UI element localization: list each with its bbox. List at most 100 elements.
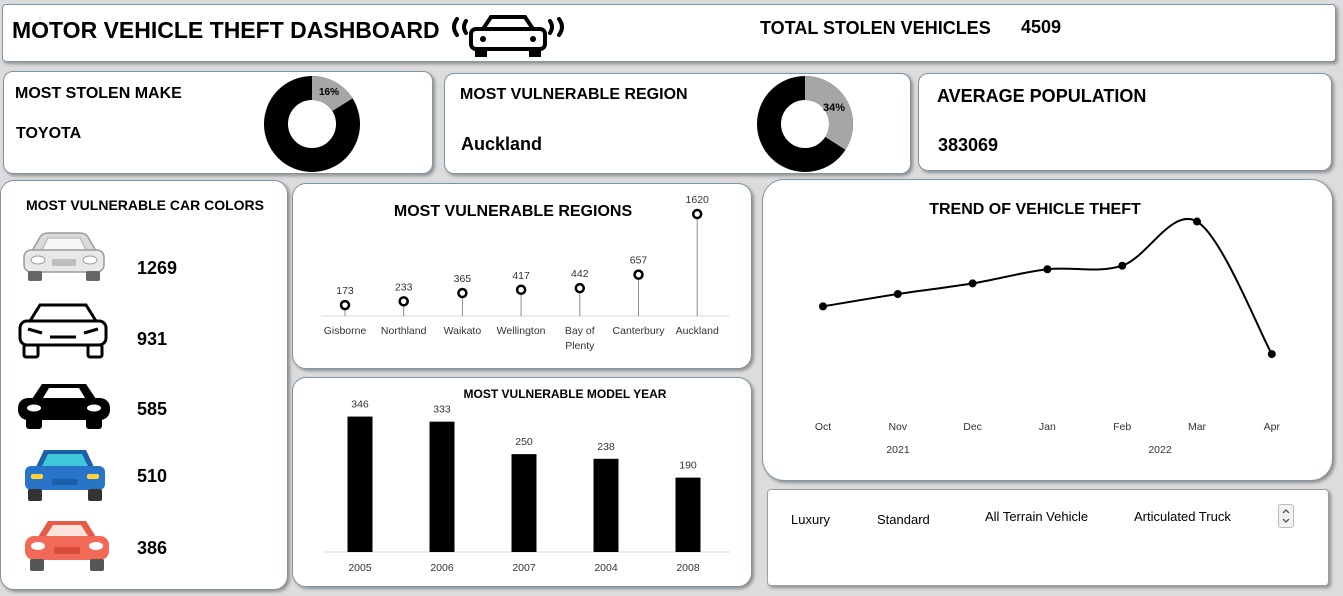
model-year-chart-card: MOST VULNERABLE MODEL YEAR 346 2005 333 200… [292,377,752,587]
black-car-count: 585 [137,399,168,419]
region-category-label: Wellington [497,325,546,337]
scroll-updown-icon [1282,509,1290,523]
regions-chart: MOST VULNERABLE REGIONS 173 Gisborne 233 No… [321,194,729,352]
region-point [398,296,409,307]
region-value-label: 417 [512,270,530,282]
model-year-bar [675,477,701,552]
region-point [515,284,527,296]
silver-car-count: 1269 [137,258,178,278]
model-year-category-label: 2007 [512,562,536,574]
trend-point [819,302,827,311]
region-value-label: 173 [336,285,354,297]
model-year-chart-title: MOST VULNERABLE MODEL YEAR [464,387,667,401]
model-year-value-label: 238 [597,441,615,453]
region-point [457,287,468,299]
model-year-value-label: 346 [351,399,369,411]
white-car-count: 931 [137,329,168,349]
region-point [339,299,351,311]
region-value-label: 365 [454,273,472,285]
region-category-label: Gisborne [324,325,367,337]
red-car-count: 386 [137,538,168,558]
trend-point [1118,261,1127,270]
trend-chart: TREND OF VEHICLE THEFT Oct Nov Dec Jan Feb Ma… [815,201,1281,456]
model-year-value-label: 333 [433,404,451,416]
trend-point [1193,217,1201,226]
model-year-category-label: 2008 [676,562,700,574]
region-donut: 34% [757,76,853,172]
population-value: 383069 [938,135,999,155]
model-year-category-label: 2005 [348,562,372,574]
most-vulnerable-region-card: MOST VULNERABLE REGION Auckland 34% [444,73,911,174]
make-value: TOYOTA [16,125,82,142]
region-category-label: Canterbury [613,325,666,337]
model-year-chart: MOST VULNERABLE MODEL YEAR 346 2005 333 200… [325,387,730,574]
region-category-label: Northland [381,325,427,337]
trend-chart-card: TREND OF VEHICLE THEFT Oct Nov Dec Jan Feb Ma… [762,179,1333,481]
page-title: MOTOR VEHICLE THEFT DASHBOARD [12,17,440,43]
trend-month-label: Feb [1113,421,1131,433]
red-car-icon [25,521,109,571]
trend-month-label: Dec [963,421,982,433]
model-year-value-label: 190 [679,460,697,472]
region-value-label: 657 [630,255,648,267]
total-stolen-value: 4509 [1021,17,1062,37]
trend-point [968,279,977,288]
black-car-icon [18,384,110,429]
make-donut: 16% [264,76,360,172]
vehicle-type-filter: Luxury Standard All Terrain Vehicle Arti… [767,489,1329,586]
make-label: MOST STOLEN MAKE [15,85,182,102]
trend-chart-title: TREND OF VEHICLE THEFT [929,201,1141,218]
trend-year-label: 2021 [886,444,910,456]
silver-car-icon [23,232,105,281]
model-year-bar [511,454,537,552]
model-year-value-label: 250 [515,436,533,448]
regions-chart-card: MOST VULNERABLE REGIONS 173 Gisborne 233 No… [292,183,752,369]
trend-line [822,218,1273,355]
trend-point [1043,265,1052,274]
region-point [633,269,644,280]
trend-point [1267,350,1276,359]
model-year-bar [593,458,619,552]
car-colors-card: MOST VULNERABLE CAR COLORS 1269 931 585 [0,180,288,590]
filter-option-articulated-truck[interactable]: Articulated Truck [1134,509,1231,524]
model-year-category-label: 2004 [594,562,618,574]
trend-month-label: Jan [1039,421,1056,433]
car-colors-title: MOST VULNERABLE CAR COLORS [26,197,264,213]
trend-month-label: Nov [888,421,907,433]
region-value-label: 233 [395,281,413,293]
average-population-card: AVERAGE POPULATION 383069 [918,73,1332,171]
region-value-label: 1620 [686,194,710,206]
region-point [574,282,586,294]
model-year-bar [429,421,455,552]
region-point [691,208,703,220]
filter-scroll-buttons[interactable] [1278,504,1294,528]
trend-month-label: Mar [1188,421,1207,433]
trend-month-label: Oct [815,421,831,433]
trend-point [893,290,902,298]
white-car-icon [18,303,108,359]
blue-car-count: 510 [137,466,168,486]
blue-car-icon [25,450,105,501]
filter-option-luxury[interactable]: Luxury [791,512,831,527]
trend-month-label: Apr [1264,421,1281,433]
region-label: MOST VULNERABLE REGION [460,86,688,103]
total-stolen-label: TOTAL STOLEN VEHICLES [760,18,991,38]
car-signal-icon [452,15,564,57]
region-value: Auckland [461,134,543,154]
filter-option-standard[interactable]: Standard [877,512,930,527]
model-year-category-label: 2006 [430,562,454,574]
population-label: AVERAGE POPULATION [937,86,1147,106]
region-category-label: Bay of [565,325,595,337]
most-stolen-make-card: MOST STOLEN MAKE TOYOTA 16% [3,71,433,174]
trend-year-label: 2022 [1148,444,1172,456]
regions-chart-title: MOST VULNERABLE REGIONS [394,203,633,220]
region-value-label: 442 [571,268,589,280]
header-card: MOTOR VEHICLE THEFT DASHBOARD TOTAL STOL… [2,4,1336,62]
region-pct-label: 34% [823,102,845,114]
model-year-bar [347,416,373,552]
make-pct-label: 16% [319,87,339,98]
region-category-label: Auckland [676,325,719,337]
region-category-label: Plenty [565,340,595,352]
filter-option-all-terrain[interactable]: All Terrain Vehicle [985,509,1089,524]
region-category-label: Waikato [444,325,482,337]
